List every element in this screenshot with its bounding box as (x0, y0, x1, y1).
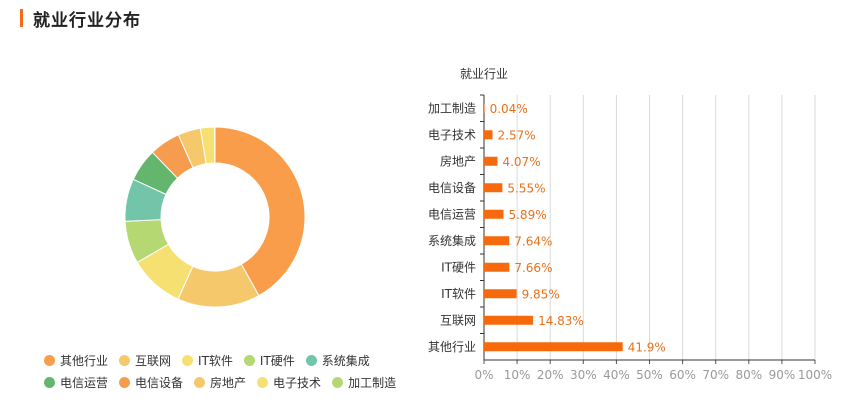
legend-item[interactable]: 电子技术 (257, 374, 321, 390)
bar[interactable] (484, 289, 517, 299)
x-tick-label: 30% (570, 368, 597, 382)
y-category-label: 系统集成 (428, 233, 476, 248)
donut-chart (124, 126, 306, 308)
bar-data-label: 5.55% (507, 181, 545, 195)
y-category-label: IT软件 (441, 287, 476, 301)
bar-data-label: 9.85% (522, 287, 560, 301)
x-tick-label: 80% (735, 368, 762, 382)
legend-label: 互联网 (135, 353, 172, 368)
legend-swatch (243, 354, 255, 366)
bar-data-label: 4.07% (502, 155, 540, 169)
title-accent-bar (20, 9, 23, 27)
x-tick-label: 40% (603, 368, 630, 382)
legend-item[interactable]: 互联网 (119, 352, 171, 368)
x-tick-label: 70% (702, 368, 729, 382)
bar-data-label: 7.64% (514, 234, 552, 248)
bar[interactable] (484, 156, 498, 166)
legend-item[interactable]: 房地产 (194, 374, 246, 390)
legend-label: 电信运营 (60, 375, 109, 390)
legend-label: IT硬件 (259, 353, 295, 368)
x-tick-label: 100% (798, 368, 832, 382)
legend-label: 系统集成 (321, 353, 370, 368)
legend-label: 电信设备 (135, 375, 184, 390)
legend-swatch (119, 354, 131, 366)
legend-item[interactable]: 加工制造 (332, 374, 396, 390)
x-tick-label: 90% (769, 368, 796, 382)
y-category-label: 电子技术 (428, 128, 476, 142)
legend-swatch (182, 354, 194, 366)
legend-item[interactable]: 其他行业 (44, 352, 108, 368)
bar-data-label: 7.66% (514, 261, 552, 275)
bar[interactable] (484, 315, 534, 325)
y-category-label: 电信运营 (428, 207, 476, 221)
bar[interactable] (484, 262, 510, 272)
legend-swatch (257, 376, 269, 388)
section-title: 就业行业分布 (33, 10, 141, 31)
donut-legend: 其他行业 互联网 IT软件 IT硬件 系统集成电信运营 电信设备 房地产 电子技术 加工制造 (44, 352, 424, 390)
legend-item[interactable]: IT硬件 (243, 352, 295, 368)
legend-item[interactable]: IT软件 (182, 352, 233, 368)
legend-item[interactable]: 电信设备 (119, 374, 183, 390)
bar-chart-title: 就业行业 (460, 67, 508, 81)
x-tick-label: 0% (474, 368, 493, 382)
y-category-label: 电信设备 (428, 181, 476, 195)
bar-data-label: 2.57% (498, 128, 536, 142)
legend-swatch (119, 376, 131, 388)
bar[interactable] (484, 183, 503, 193)
y-category-label: 加工制造 (428, 101, 476, 115)
legend-swatch (194, 376, 206, 388)
bar[interactable] (484, 103, 485, 113)
bar[interactable] (484, 130, 493, 140)
bar[interactable] (484, 342, 623, 352)
legend-item[interactable]: 系统集成 (305, 352, 370, 368)
legend-label: 房地产 (210, 375, 247, 390)
section-header: 就业行业分布 (20, 8, 141, 31)
legend-label: 电子技术 (273, 375, 322, 390)
legend-swatch (44, 354, 55, 366)
legend-swatch (44, 376, 55, 388)
legend-label: 其他行业 (60, 353, 109, 368)
x-tick-label: 10% (504, 368, 531, 382)
bar-data-label: 41.9% (628, 340, 666, 354)
legend-label: IT软件 (198, 353, 233, 368)
y-category-label: 互联网 (440, 313, 476, 327)
x-tick-label: 50% (636, 368, 663, 382)
legend-swatch (305, 354, 317, 366)
bar[interactable] (484, 236, 510, 246)
y-category-label: 房地产 (440, 153, 476, 168)
bar-data-label: 0.04% (490, 102, 528, 116)
legend-item[interactable]: 电信运营 (44, 374, 108, 390)
x-tick-label: 60% (669, 368, 696, 382)
bar-data-label: 5.89% (508, 208, 546, 222)
y-category-label: 其他行业 (428, 340, 476, 354)
legend-label: 加工制造 (348, 375, 397, 390)
bar-data-label: 14.83% (538, 314, 584, 328)
bar[interactable] (484, 209, 504, 219)
x-tick-label: 20% (537, 368, 564, 382)
donut-slice[interactable] (214, 126, 306, 297)
y-category-label: IT硬件 (441, 260, 476, 274)
legend-swatch (332, 376, 344, 388)
